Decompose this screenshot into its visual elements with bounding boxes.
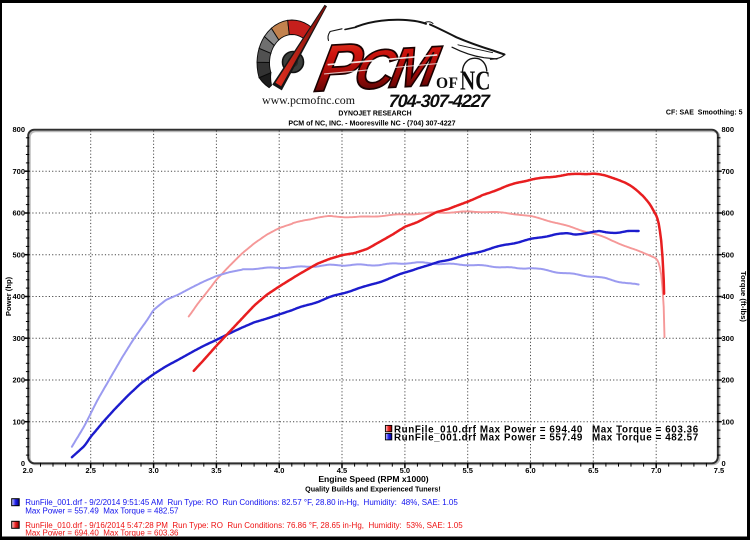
svg-text:4.0: 4.0 (274, 466, 284, 475)
svg-text:Torque (ft-lbs): Torque (ft-lbs) (739, 271, 748, 322)
svg-text:7.0: 7.0 (651, 466, 661, 475)
svg-text:Power (hp): Power (hp) (4, 276, 13, 316)
svg-text:400: 400 (722, 292, 735, 301)
svg-text:2.5: 2.5 (85, 466, 95, 475)
svg-text:RunFile_010.drf - 9/16/2014 5:: RunFile_010.drf - 9/16/2014 5:47:28 PM R… (25, 521, 463, 530)
svg-text:RunFile_001.drf - 9/2/2014 9:5: RunFile_001.drf - 9/2/2014 9:51:45 AM Ru… (25, 498, 458, 507)
svg-text:PCM: PCM (310, 25, 447, 106)
svg-text:CF: SAE Smoothing: 5: CF: SAE Smoothing: 5 (666, 110, 743, 117)
svg-text:704-307-4227: 704-307-4227 (388, 91, 491, 111)
svg-text:www.pcmofnc.com: www.pcmofnc.com (262, 93, 356, 107)
svg-text:NC: NC (460, 66, 490, 96)
svg-text:Engine Speed (RPM x1000): Engine Speed (RPM x1000) (318, 474, 428, 484)
svg-text:800: 800 (722, 125, 735, 134)
svg-text:Quality Builds and Experienced: Quality Builds and Experienced Tuners! (305, 484, 441, 493)
svg-text:800: 800 (12, 125, 25, 134)
svg-text:RunFile_010.drf Max Power = 69: RunFile_010.drf Max Power = 694.40 (394, 424, 583, 435)
svg-text:0: 0 (21, 459, 25, 468)
svg-text:200: 200 (722, 376, 735, 385)
svg-text:6.0: 6.0 (525, 466, 535, 475)
svg-text:100: 100 (12, 417, 25, 426)
svg-text:RunFile_001.drf Max Power = 55: RunFile_001.drf Max Power = 557.49 (394, 433, 583, 444)
svg-text:2.0: 2.0 (23, 466, 33, 475)
svg-text:OF: OF (436, 75, 459, 92)
svg-text:3.0: 3.0 (148, 466, 158, 475)
svg-text:600: 600 (722, 209, 735, 218)
svg-text:Max Torque = 482.57: Max Torque = 482.57 (592, 433, 699, 444)
svg-text:6.5: 6.5 (588, 466, 598, 475)
svg-text:5.0: 5.0 (400, 466, 410, 475)
svg-text:4.5: 4.5 (337, 466, 347, 475)
svg-text:300: 300 (12, 334, 25, 343)
svg-text:PCM of NC, INC. - Mooresville: PCM of NC, INC. - Mooresville NC - (704)… (288, 120, 455, 128)
svg-text:700: 700 (12, 167, 25, 176)
svg-text:7.5: 7.5 (714, 466, 724, 475)
svg-text:5.5: 5.5 (462, 466, 472, 475)
svg-text:100: 100 (722, 417, 735, 426)
svg-text:3.5: 3.5 (211, 466, 221, 475)
svg-text:DYNOJET RESEARCH: DYNOJET RESEARCH (338, 110, 411, 117)
svg-text:0: 0 (722, 459, 726, 468)
svg-text:500: 500 (12, 250, 25, 259)
svg-text:300: 300 (722, 334, 735, 343)
svg-text:Max Power = 557.49 Max Torque: Max Power = 557.49 Max Torque = 482.57 (25, 507, 179, 516)
svg-text:600: 600 (12, 209, 25, 218)
svg-text:Max Power = 694.40 Max Torque: Max Power = 694.40 Max Torque = 603.36 (25, 528, 179, 537)
svg-text:700: 700 (722, 167, 735, 176)
svg-text:500: 500 (722, 250, 735, 259)
svg-text:400: 400 (12, 292, 25, 301)
svg-text:200: 200 (12, 376, 25, 385)
svg-text:Max Torque = 603.36: Max Torque = 603.36 (592, 424, 699, 435)
